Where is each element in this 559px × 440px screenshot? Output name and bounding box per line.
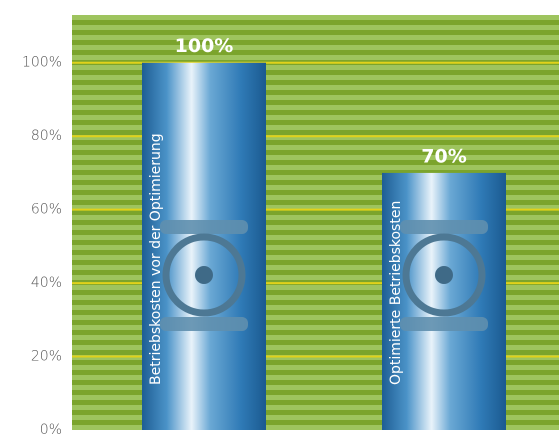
- valve-flange: [160, 220, 248, 234]
- bar: [142, 62, 266, 431]
- y-tick-label: 0%: [40, 422, 62, 438]
- category-label: Betriebskosten vor der Optimierung: [148, 133, 164, 385]
- value-label: 70%: [421, 145, 466, 167]
- valve-flange: [160, 317, 248, 331]
- y-tick-label: 100%: [22, 55, 62, 71]
- y-tick-label: 60%: [31, 202, 62, 218]
- valve-hub: [195, 266, 213, 284]
- bar: [382, 172, 506, 430]
- y-tick-label: 40%: [31, 275, 62, 291]
- value-label: 100%: [175, 35, 234, 57]
- valve-hub: [435, 266, 453, 284]
- valve-flange: [400, 220, 488, 234]
- valve-wheel: [162, 233, 246, 317]
- valve-wheel: [402, 233, 486, 317]
- y-tick-label: 20%: [31, 349, 62, 365]
- category-label: Optimierte Betriebskosten: [388, 201, 404, 385]
- valve-flange: [400, 317, 488, 331]
- y-tick-label: 80%: [31, 128, 62, 144]
